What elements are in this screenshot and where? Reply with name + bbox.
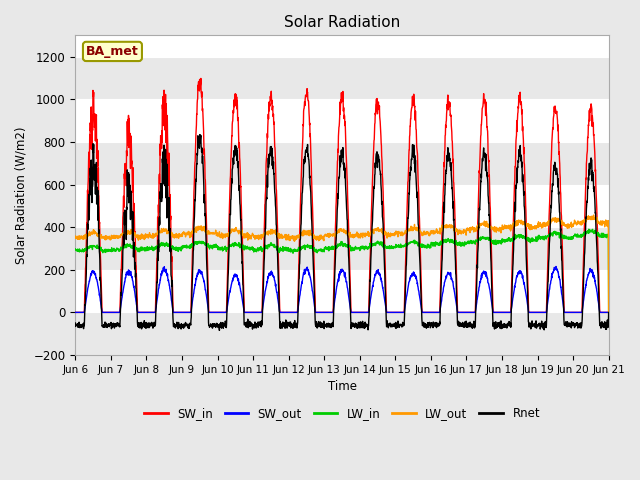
LW_in: [357, 246, 365, 252]
Rnet: [358, 322, 365, 328]
SW_out: [369, 283, 376, 288]
LW_in: [72, 246, 79, 252]
LW_in: [220, 247, 228, 252]
Legend: SW_in, SW_out, LW_in, LW_out, Rnet: SW_in, SW_out, LW_in, LW_out, Rnet: [140, 402, 545, 425]
SW_in: [573, 310, 580, 315]
Line: SW_out: SW_out: [76, 266, 609, 312]
SW_out: [558, 291, 566, 297]
Line: LW_out: LW_out: [76, 215, 609, 312]
LW_in: [585, 226, 593, 232]
Bar: [76, 227, 609, 270]
Line: Rnet: Rnet: [76, 134, 609, 330]
Bar: [76, 312, 609, 355]
LW_out: [497, 228, 504, 234]
SW_in: [497, 310, 505, 315]
Rnet: [216, 327, 223, 333]
LW_out: [572, 221, 580, 227]
SW_in: [558, 222, 566, 228]
Rnet: [573, 323, 580, 328]
Title: Solar Radiation: Solar Radiation: [284, 15, 400, 30]
SW_in: [605, 310, 612, 315]
Rnet: [497, 326, 505, 332]
Rnet: [558, 258, 566, 264]
LW_out: [72, 235, 79, 241]
SW_out: [220, 310, 228, 315]
LW_in: [605, 310, 612, 315]
LW_in: [557, 231, 565, 237]
LW_out: [369, 229, 376, 235]
LW_in: [572, 234, 580, 240]
LW_out: [589, 212, 597, 218]
SW_out: [72, 310, 79, 315]
Y-axis label: Solar Radiation (W/m2): Solar Radiation (W/m2): [15, 126, 28, 264]
Rnet: [605, 310, 612, 315]
Rnet: [72, 320, 79, 326]
Line: SW_in: SW_in: [76, 78, 609, 312]
LW_in: [497, 238, 504, 244]
Rnet: [196, 132, 204, 137]
SW_in: [369, 162, 377, 168]
SW_out: [357, 310, 365, 315]
X-axis label: Time: Time: [328, 380, 356, 393]
SW_in: [197, 75, 205, 81]
Bar: [76, 57, 609, 99]
Bar: [76, 142, 609, 184]
SW_out: [497, 310, 504, 315]
Text: BA_met: BA_met: [86, 45, 139, 58]
SW_out: [605, 310, 612, 315]
SW_in: [221, 310, 228, 315]
LW_out: [357, 232, 365, 238]
LW_in: [369, 241, 376, 247]
Line: LW_in: LW_in: [76, 229, 609, 312]
LW_out: [605, 310, 612, 315]
Rnet: [369, 200, 377, 206]
SW_out: [552, 264, 560, 269]
Rnet: [221, 321, 228, 327]
SW_in: [358, 310, 365, 315]
SW_in: [72, 310, 79, 315]
LW_out: [557, 221, 565, 227]
LW_out: [220, 234, 228, 240]
SW_out: [573, 310, 580, 315]
